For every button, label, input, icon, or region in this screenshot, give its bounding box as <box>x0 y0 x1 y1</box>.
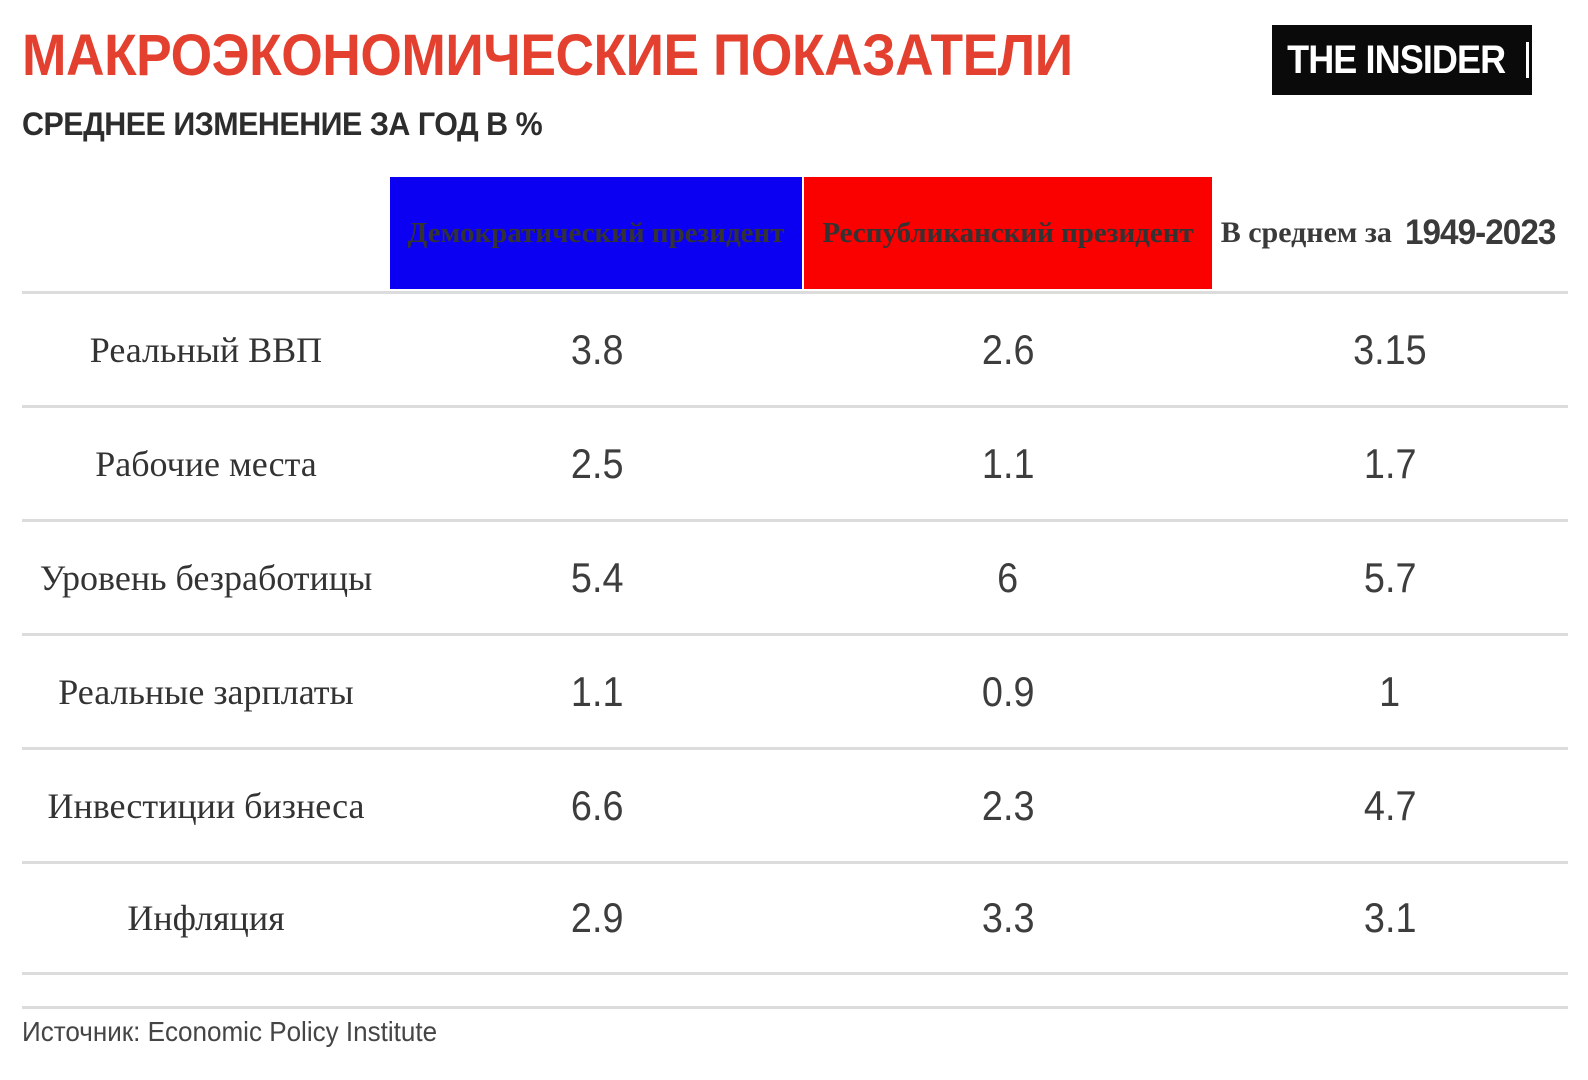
table-row-jobs: Рабочие места 2.5 1.1 1.7 <box>22 405 1568 519</box>
the-insider-logo: THE INSIDER <box>1272 25 1532 95</box>
column-header-democratic: Демократический президент <box>390 177 802 289</box>
value-average: 3.1 <box>1363 894 1417 941</box>
row-label: Уровень безработицы <box>39 557 373 598</box>
table-row-real-wages: Реальные зарплаты 1.1 0.9 1 <box>22 633 1568 747</box>
table-row-business-investment: Инвестиции бизнеса 6.6 2.3 4.7 <box>22 747 1568 861</box>
column-header-average-prefix: В среднем за <box>1220 216 1392 249</box>
page-title: МАКРОЭКОНОМИЧЕСКИЕ ПОКАЗАТЕЛИ <box>22 23 1073 88</box>
table-row-inflation: Инфляция 2.9 3.3 3.1 <box>22 861 1568 975</box>
value-republican: 3.3 <box>981 894 1035 941</box>
column-header-republican: Республиканский президент <box>804 177 1212 289</box>
row-label: Реальный ВВП <box>89 329 323 370</box>
value-republican: 0.9 <box>981 667 1035 715</box>
value-democratic: 5.4 <box>570 553 624 601</box>
column-header-average: В среднем за 1949-2023 <box>1212 177 1568 289</box>
value-democratic: 6.6 <box>570 781 624 829</box>
value-average: 4.7 <box>1363 781 1417 829</box>
row-label: Рабочие места <box>95 443 317 484</box>
value-average: 3.15 <box>1353 325 1427 373</box>
footer-divider-line <box>22 1006 1568 1009</box>
value-republican: 1.1 <box>981 439 1035 487</box>
row-label: Инфляция <box>127 898 285 938</box>
source-credit: Источник: Economic Policy Institute <box>22 1016 438 1047</box>
logo-text: THE INSIDER <box>1287 37 1506 82</box>
value-democratic: 1.1 <box>570 667 624 715</box>
column-header-democratic-label: Демократический президент <box>407 216 785 249</box>
value-democratic: 2.9 <box>570 894 624 941</box>
logo-cursor-bar <box>1525 42 1529 78</box>
value-average: 5.7 <box>1363 553 1417 601</box>
table-row-real-gdp: Реальный ВВП 3.8 2.6 3.15 <box>22 291 1568 405</box>
value-republican: 6 <box>997 553 1019 601</box>
row-label: Инвестиции бизнеса <box>47 785 365 826</box>
value-republican: 2.3 <box>981 781 1035 829</box>
column-header-average-years: 1949-2023 <box>1404 213 1556 252</box>
data-table: Реальный ВВП 3.8 2.6 3.15 Рабочие места … <box>22 291 1568 975</box>
row-label: Реальные зарплаты <box>58 671 354 712</box>
column-header-republican-label: Республиканский президент <box>822 216 1194 249</box>
table-row-unemployment: Уровень безработицы 5.4 6 5.7 <box>22 519 1568 633</box>
value-average: 1 <box>1379 667 1401 715</box>
value-democratic: 3.8 <box>570 325 624 373</box>
value-average: 1.7 <box>1363 439 1417 487</box>
page-subtitle: СРЕДНЕЕ ИЗМЕНЕНИЕ ЗА ГОД В % <box>22 106 543 142</box>
value-democratic: 2.5 <box>570 439 624 487</box>
value-republican: 2.6 <box>981 325 1035 373</box>
